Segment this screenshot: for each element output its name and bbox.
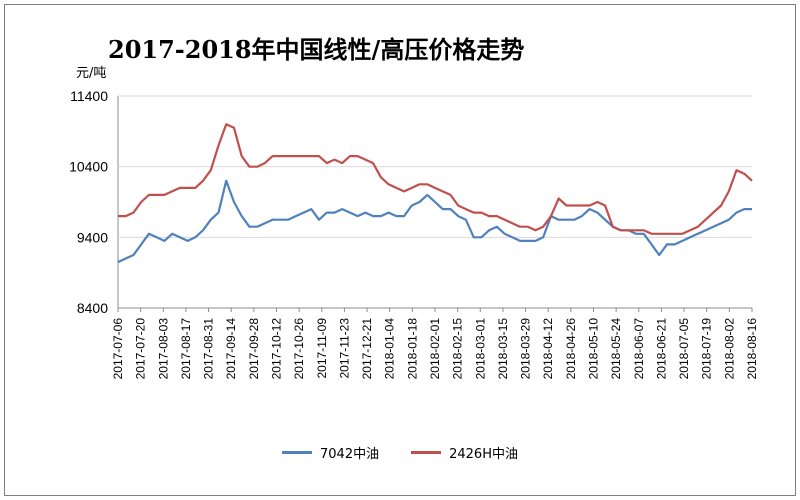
gridlines [117,95,753,312]
y-tick-label: 9400 [77,229,108,245]
x-tick-label: 2018-02-15 [451,318,465,380]
x-tick-label: 2017-07-20 [134,318,148,380]
x-tick-label: 2018-05-10 [587,318,601,380]
y-tick-label: 8400 [77,300,108,316]
y-tick-label: 10400 [69,159,108,175]
x-tick-label: 2018-07-19 [700,318,714,380]
x-tick-label: 2018-07-05 [677,318,691,380]
x-tick-label: 2018-03-01 [473,318,487,380]
legend-label-7042: 7042中油 [320,447,380,462]
x-tick-label: 2018-02-01 [428,318,442,380]
chart-frame [4,4,796,496]
legend-label-2426h: 2426H中油 [449,447,518,462]
x-tick-label: 2017-09-14 [224,318,238,380]
x-tick-label: 2018-03-29 [519,318,533,380]
legend-item-7042: 7042中油 [282,443,379,462]
x-tick-label: 2017-11-23 [337,318,351,379]
chart-title: 2017-2018年中国线性/高压价格走势 [108,35,525,64]
x-tick-label: 2018-01-04 [383,318,397,380]
x-tick-label: 2017-10-12 [270,318,284,380]
x-tick-label: 2018-03-15 [496,318,510,380]
legend: 7042中油 2426H中油 [0,443,800,462]
y-tick-labels: 8400 9400 10400 11400 [69,88,108,316]
y-tick-label: 11400 [70,88,108,104]
x-tick-label: 2018-01-18 [405,318,419,380]
x-tick-label: 2017-08-03 [156,318,170,380]
x-tick-labels: 2017-07-06 2017-07-20 2017-08-03 2017-08-17… [111,318,759,380]
x-tick-label: 2018-08-02 [722,318,736,380]
x-tick-label: 2018-05-24 [609,318,623,380]
series-line-0 [117,179,752,264]
x-tick-label: 2017-12-21 [360,318,374,380]
x-tick-label: 2018-04-26 [564,318,578,380]
x-tick-label: 2017-08-17 [179,318,193,380]
x-tick-label: 2017-10-26 [292,318,306,380]
x-tick-label: 2018-06-21 [654,318,668,380]
x-tick-label: 2018-08-16 [745,318,759,380]
legend-item-2426h: 2426H中油 [411,443,518,462]
legend-swatch-2426h [411,451,442,454]
x-tick-label: 2017-11-09 [315,318,329,379]
y-axis-unit-label: 元/吨 [76,66,107,81]
series-lines [117,123,753,264]
x-tick-label: 2018-04-12 [541,318,555,380]
series-line-1 [118,123,753,235]
x-tick-label: 2017-08-31 [202,318,216,380]
legend-swatch-7042 [282,451,313,454]
x-tick-label: 2017-09-28 [247,318,261,380]
x-tick-label: 2018-06-07 [632,318,646,380]
x-tick-label: 2017-07-06 [111,318,125,380]
